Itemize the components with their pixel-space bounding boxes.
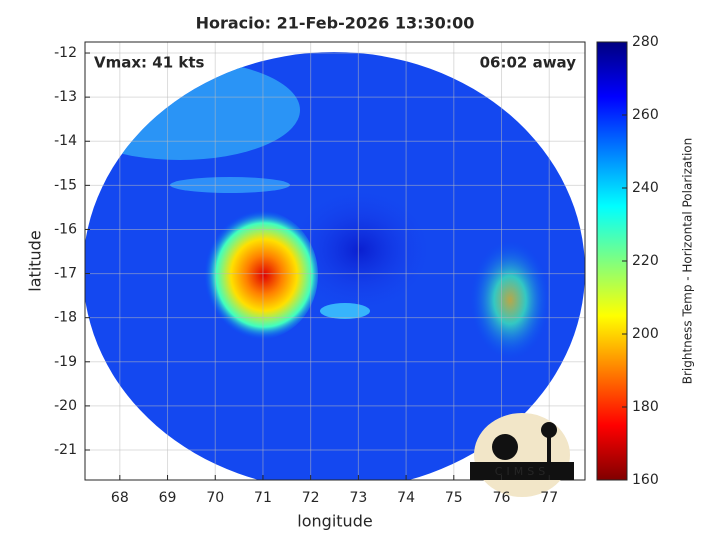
colorbar-tick-label: 240 — [632, 180, 659, 196]
y-tick-label: -16 — [54, 221, 77, 237]
y-tick-label: -12 — [54, 45, 77, 61]
x-tick-label: 73 — [349, 490, 367, 506]
chart-title: Horacio: 21-Feb-2026 13:30:00 — [196, 14, 475, 33]
colorbar-tick-label: 220 — [632, 253, 659, 269]
x-tick-label: 70 — [206, 490, 224, 506]
annotation: Vmax: 41 kts — [94, 54, 204, 72]
y-tick-label: -20 — [54, 398, 77, 414]
logo-text: CIMSS — [495, 465, 549, 478]
colorbar-tick-label: 160 — [632, 472, 659, 488]
x-axis-label: longitude — [297, 512, 372, 531]
x-tick-label: 69 — [159, 490, 177, 506]
y-tick-label: -13 — [54, 89, 77, 105]
y-tick-label: -19 — [54, 354, 77, 370]
x-tick-label: 75 — [445, 490, 463, 506]
y-axis-label: latitude — [26, 230, 45, 291]
colorbar-label: Brightness Temp - Horizontal Polarizatio… — [681, 138, 695, 385]
x-tick-label: 71 — [254, 490, 272, 506]
colorbar-tick-label: 180 — [632, 399, 659, 415]
plot-frame — [84, 41, 586, 481]
swath-image — [85, 52, 585, 480]
colorbar-tick-label: 200 — [632, 326, 659, 342]
x-tick-label: 76 — [493, 490, 511, 506]
y-tick-label: -17 — [54, 266, 77, 282]
y-tick-label: -18 — [54, 310, 77, 326]
colorbar-tick-label: 260 — [632, 107, 659, 123]
y-tick-label: -14 — [54, 133, 77, 149]
x-tick-label: 77 — [540, 490, 558, 506]
annotation: 06:02 away — [480, 54, 577, 72]
x-tick-label: 74 — [397, 490, 415, 506]
x-tick-label: 68 — [111, 490, 129, 506]
logo: CIMSS — [470, 413, 574, 497]
colorbar-tick-label: 280 — [632, 34, 659, 50]
y-tick-label: -21 — [54, 442, 77, 458]
y-tick-label: -15 — [54, 177, 77, 193]
x-tick-label: 72 — [302, 490, 320, 506]
